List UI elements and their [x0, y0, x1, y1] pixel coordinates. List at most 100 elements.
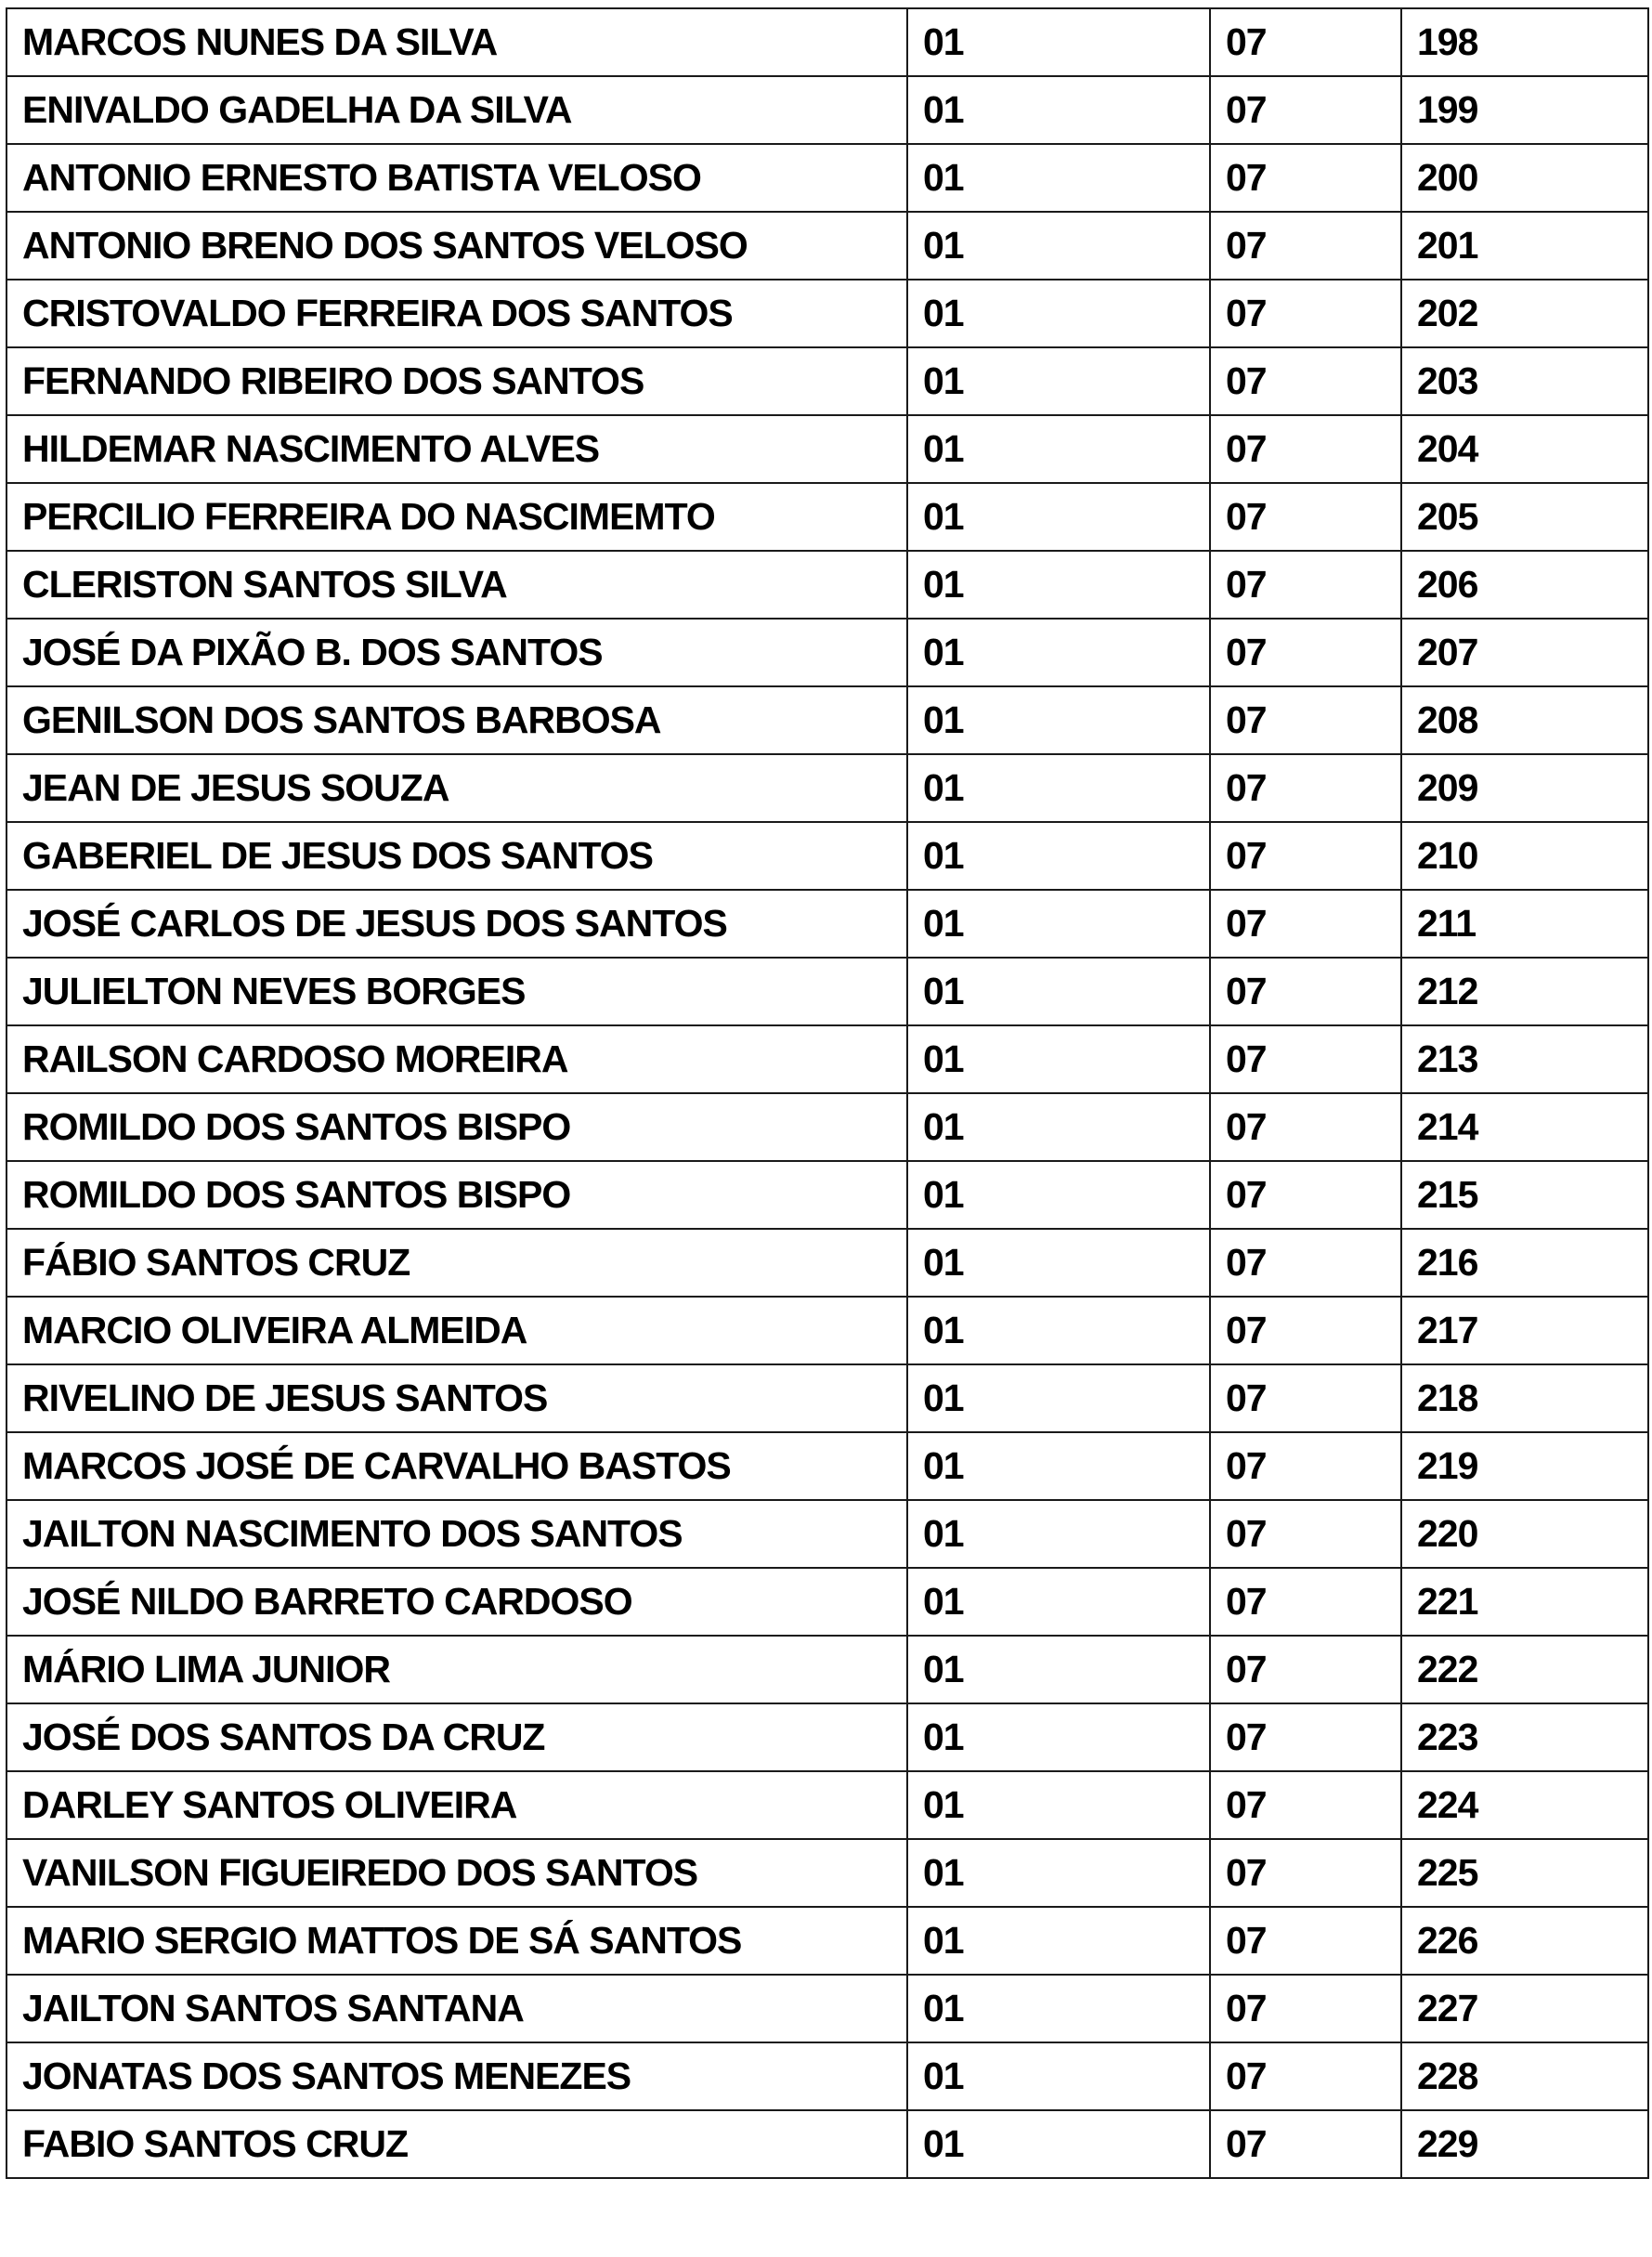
- column-3-cell: 07: [1209, 1974, 1402, 2043]
- number-cell: 214: [1400, 1092, 1649, 1162]
- column-3-cell: 07: [1209, 7, 1402, 77]
- name-cell: JOSÉ DOS SANTOS DA CRUZ: [6, 1703, 908, 1772]
- column-3-cell: 07: [1209, 1635, 1402, 1704]
- column-2-cell: 01: [906, 2042, 1211, 2111]
- number-cell: 206: [1400, 550, 1649, 620]
- column-3-cell: 07: [1209, 75, 1402, 145]
- table-row: MARIO SERGIO MATTOS DE SÁ SANTOS 01 07 226: [6, 1906, 1649, 1976]
- name-cell: JOSÉ NILDO BARRETO CARDOSO: [6, 1567, 908, 1637]
- number-cell: 200: [1400, 143, 1649, 213]
- column-2-cell: 01: [906, 821, 1211, 891]
- table-row: MARCOS NUNES DA SILVA 01 07 198: [6, 7, 1649, 77]
- number-cell: 199: [1400, 75, 1649, 145]
- column-2-cell: 01: [906, 1431, 1211, 1501]
- table-row: ENIVALDO GADELHA DA SILVA 01 07 199: [6, 75, 1649, 145]
- number-cell: 228: [1400, 2042, 1649, 2111]
- column-2-cell: 01: [906, 279, 1211, 348]
- number-cell: 224: [1400, 1770, 1649, 1840]
- column-2-cell: 01: [906, 1906, 1211, 1976]
- name-cell: DARLEY SANTOS OLIVEIRA: [6, 1770, 908, 1840]
- number-cell: 198: [1400, 7, 1649, 77]
- number-cell: 213: [1400, 1024, 1649, 1094]
- column-2-cell: 01: [906, 1296, 1211, 1365]
- name-cell: MARCIO OLIVEIRA ALMEIDA: [6, 1296, 908, 1365]
- column-2-cell: 01: [906, 482, 1211, 552]
- column-3-cell: 07: [1209, 279, 1402, 348]
- number-cell: 215: [1400, 1160, 1649, 1230]
- number-cell: 221: [1400, 1567, 1649, 1637]
- column-2-cell: 01: [906, 7, 1211, 77]
- name-cell: MARIO SERGIO MATTOS DE SÁ SANTOS: [6, 1906, 908, 1976]
- column-2-cell: 01: [906, 618, 1211, 687]
- number-cell: 210: [1400, 821, 1649, 891]
- column-3-cell: 07: [1209, 211, 1402, 280]
- number-cell: 223: [1400, 1703, 1649, 1772]
- column-2-cell: 01: [906, 957, 1211, 1026]
- table-row: ANTONIO ERNESTO BATISTA VELOSO 01 07 200: [6, 143, 1649, 213]
- column-2-cell: 01: [906, 1974, 1211, 2043]
- column-2-cell: 01: [906, 1635, 1211, 1704]
- column-2-cell: 01: [906, 346, 1211, 416]
- column-2-cell: 01: [906, 1838, 1211, 1908]
- name-cell: JEAN DE JESUS SOUZA: [6, 753, 908, 823]
- column-3-cell: 07: [1209, 1092, 1402, 1162]
- number-cell: 202: [1400, 279, 1649, 348]
- name-cell: JONATAS DOS SANTOS MENEZES: [6, 2042, 908, 2111]
- column-3-cell: 07: [1209, 1499, 1402, 1569]
- name-cell: ENIVALDO GADELHA DA SILVA: [6, 75, 908, 145]
- column-3-cell: 07: [1209, 1431, 1402, 1501]
- column-3-cell: 07: [1209, 753, 1402, 823]
- name-cell: FABIO SANTOS CRUZ: [6, 2109, 908, 2179]
- column-2-cell: 01: [906, 1228, 1211, 1298]
- table-row: ROMILDO DOS SANTOS BISPO 01 07 214: [6, 1092, 1649, 1162]
- table-row: PERCILIO FERREIRA DO NASCIMEMTO 01 07 205: [6, 482, 1649, 552]
- number-cell: 203: [1400, 346, 1649, 416]
- table-row: JAILTON NASCIMENTO DOS SANTOS 01 07 220: [6, 1499, 1649, 1569]
- table-row: JOSÉ DOS SANTOS DA CRUZ 01 07 223: [6, 1703, 1649, 1772]
- name-cell: ANTONIO BRENO DOS SANTOS VELOSO: [6, 211, 908, 280]
- table-row: MARCIO OLIVEIRA ALMEIDA 01 07 217: [6, 1296, 1649, 1365]
- column-2-cell: 01: [906, 1703, 1211, 1772]
- table-row: JULIELTON NEVES BORGES 01 07 212: [6, 957, 1649, 1026]
- number-cell: 204: [1400, 414, 1649, 484]
- column-3-cell: 07: [1209, 2042, 1402, 2111]
- number-cell: 205: [1400, 482, 1649, 552]
- number-cell: 227: [1400, 1974, 1649, 2043]
- name-cell: JOSÉ CARLOS DE JESUS DOS SANTOS: [6, 889, 908, 959]
- number-cell: 220: [1400, 1499, 1649, 1569]
- column-3-cell: 07: [1209, 1567, 1402, 1637]
- table-row: JOSÉ DA PIXÃO B. DOS SANTOS 01 07 207: [6, 618, 1649, 687]
- table-row: HILDEMAR NASCIMENTO ALVES 01 07 204: [6, 414, 1649, 484]
- column-3-cell: 07: [1209, 1703, 1402, 1772]
- name-cell: FÁBIO SANTOS CRUZ: [6, 1228, 908, 1298]
- number-cell: 217: [1400, 1296, 1649, 1365]
- column-3-cell: 07: [1209, 1228, 1402, 1298]
- column-2-cell: 01: [906, 1770, 1211, 1840]
- table-row: RIVELINO DE JESUS SANTOS 01 07 218: [6, 1363, 1649, 1433]
- name-cell: RIVELINO DE JESUS SANTOS: [6, 1363, 908, 1433]
- column-3-cell: 07: [1209, 1770, 1402, 1840]
- name-cell: JOSÉ DA PIXÃO B. DOS SANTOS: [6, 618, 908, 687]
- table-row: FERNANDO RIBEIRO DOS SANTOS 01 07 203: [6, 346, 1649, 416]
- table-row: ROMILDO DOS SANTOS BISPO 01 07 215: [6, 1160, 1649, 1230]
- table-row: GENILSON DOS SANTOS BARBOSA 01 07 208: [6, 685, 1649, 755]
- column-3-cell: 07: [1209, 685, 1402, 755]
- name-cell: GABERIEL DE JESUS DOS SANTOS: [6, 821, 908, 891]
- number-cell: 207: [1400, 618, 1649, 687]
- column-2-cell: 01: [906, 414, 1211, 484]
- column-2-cell: 01: [906, 143, 1211, 213]
- column-2-cell: 01: [906, 1024, 1211, 1094]
- number-cell: 222: [1400, 1635, 1649, 1704]
- name-cell: RAILSON CARDOSO MOREIRA: [6, 1024, 908, 1094]
- table-body: MARCOS NUNES DA SILVA 01 07 198 ENIVALDO GAD…: [6, 7, 1649, 2179]
- name-cell: HILDEMAR NASCIMENTO ALVES: [6, 414, 908, 484]
- name-cell: MÁRIO LIMA JUNIOR: [6, 1635, 908, 1704]
- table-row: FABIO SANTOS CRUZ 01 07 229: [6, 2109, 1649, 2179]
- name-cell: CRISTOVALDO FERREIRA DOS SANTOS: [6, 279, 908, 348]
- table-row: MÁRIO LIMA JUNIOR 01 07 222: [6, 1635, 1649, 1704]
- column-3-cell: 07: [1209, 1024, 1402, 1094]
- column-2-cell: 01: [906, 1160, 1211, 1230]
- name-cell: CLERISTON SANTOS SILVA: [6, 550, 908, 620]
- column-2-cell: 01: [906, 2109, 1211, 2179]
- number-cell: 211: [1400, 889, 1649, 959]
